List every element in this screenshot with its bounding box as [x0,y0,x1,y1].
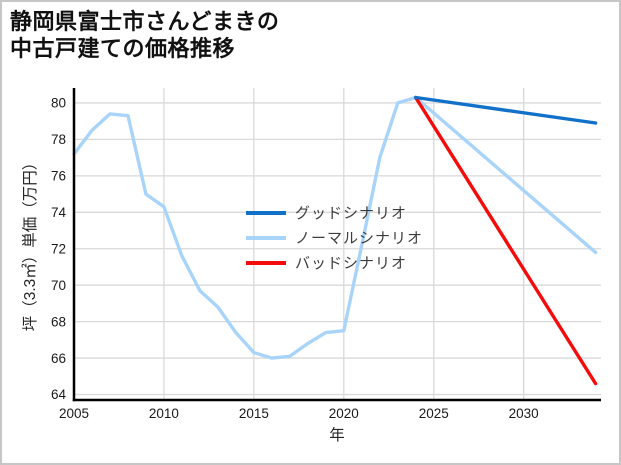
y-tick-label-80: 80 [51,96,66,111]
x-tick-label-2010: 2010 [149,406,179,421]
legend-entry-bad-scenario: バッドシナリオ [246,250,423,275]
y-tick-label-70: 70 [51,278,66,293]
normal-scenario-line-swatch [246,235,286,240]
legend-label-good-scenario: グッドシナリオ [295,205,408,222]
x-tick-label-2015: 2015 [239,406,269,421]
line-good-scenario [414,95,598,125]
y-tick-label-74: 74 [51,205,67,220]
x-tick-label-2005: 2005 [59,406,89,421]
y-tick-label-78: 78 [51,132,66,147]
x-tick-label-2030: 2030 [509,406,539,421]
good-scenario-line-swatch [246,210,286,215]
legend-label-bad-scenario: バッドシナリオ [295,255,408,272]
y-tick-label-68: 68 [51,314,66,329]
y-tick-label-72: 72 [51,241,66,256]
y-tick-label-76: 76 [51,169,66,184]
y-tick-label-64: 64 [51,387,67,402]
x-tick-label-2025: 2025 [419,406,449,421]
chart-title-line-2: 中古戸建ての価格推移 [10,36,236,61]
legend-entry-good-scenario: グッドシナリオ [246,200,423,225]
legend-entry-normal-scenario: ノーマルシナリオ [246,225,423,250]
chart-title-line-1: 静岡県富士市さんどまきの [10,9,280,34]
legend-label-normal-scenario: ノーマルシナリオ [295,230,424,247]
line-bad-scenario [414,95,598,386]
x-tick-label-2020: 2020 [329,406,359,421]
legend: グッドシナリオ ノーマルシナリオ バッドシナリオ [246,200,423,275]
bad-scenario-line-swatch [246,260,286,265]
chart-title: 静岡県富士市さんどまきの 中古戸建ての価格推移 [10,8,279,62]
y-tick-label-66: 66 [51,351,66,366]
x-axis-label: 年 [329,427,345,444]
line-normal-scenario [72,95,598,360]
